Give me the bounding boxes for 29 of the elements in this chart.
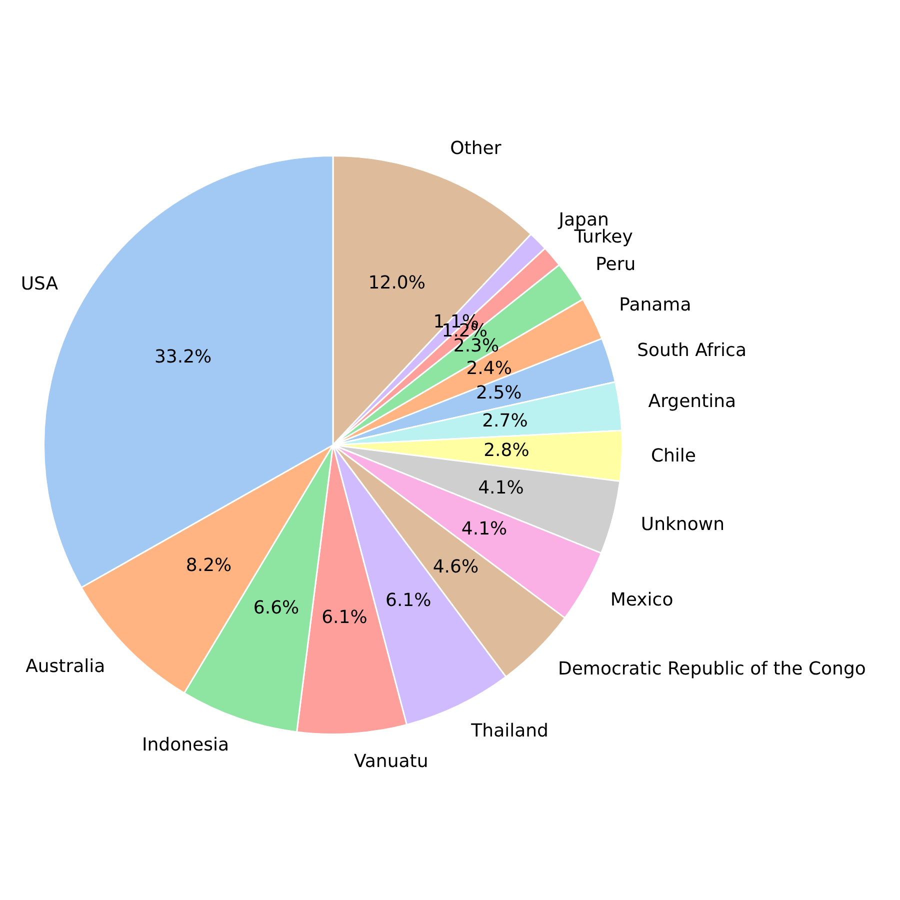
data-label: 4.6% [432, 556, 479, 578]
data-label: 33.2% [154, 346, 212, 368]
data-label: 2.7% [482, 410, 528, 432]
data-label: 4.1% [478, 477, 524, 498]
slice-label: Thailand [470, 720, 548, 742]
data-label: 2.8% [484, 440, 530, 462]
data-label: 12.0% [368, 272, 426, 294]
slice-label: Peru [596, 254, 636, 276]
slice-label: Mexico [610, 590, 674, 611]
slice-label: Vanuatu [354, 751, 428, 772]
data-label: 6.6% [253, 598, 300, 619]
slice-label: Other [450, 138, 502, 159]
data-label: 6.1% [386, 590, 432, 611]
data-label: 2.4% [466, 358, 512, 379]
slice-label: Argentina [648, 390, 736, 412]
slice-label: Panama [619, 294, 692, 316]
slice-label: Chile [650, 446, 696, 467]
slice-label: Democratic Republic of the Congo [558, 658, 866, 680]
data-label: 4.1% [461, 518, 508, 540]
slice-label: Japan [558, 209, 609, 230]
data-label: 2.3% [453, 336, 500, 357]
data-label: 6.1% [322, 606, 368, 628]
slice-label: South Africa [637, 340, 746, 362]
slice-label: Unknown [640, 514, 724, 535]
slice-label: Australia [26, 656, 106, 677]
data-label: 2.5% [476, 382, 522, 404]
slice-label: Indonesia [142, 734, 229, 756]
data-label: 8.2% [186, 554, 232, 576]
slice-label: USA [20, 273, 59, 294]
